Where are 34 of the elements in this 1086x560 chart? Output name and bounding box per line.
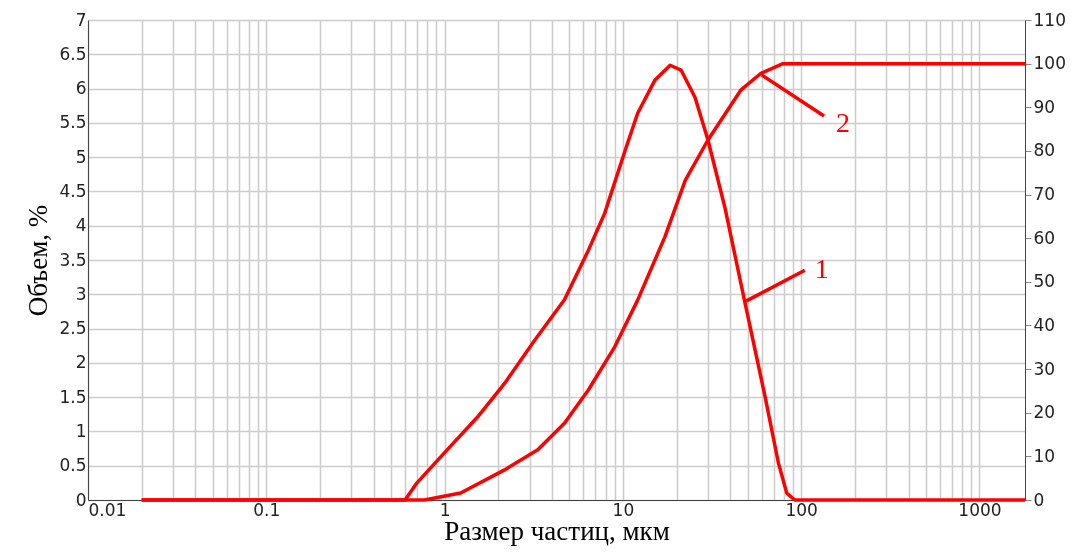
y2-tick-label: 20 bbox=[1033, 402, 1056, 423]
y2-tick-label: 0 bbox=[1033, 489, 1045, 510]
y2-tick-label: 10 bbox=[1033, 445, 1056, 466]
y2-tick-label: 60 bbox=[1033, 227, 1056, 248]
y-tick-label: 0 bbox=[75, 489, 87, 510]
y-axis-title: Объем, % bbox=[23, 204, 54, 317]
y2-tick-label: 110 bbox=[1033, 9, 1066, 30]
y-tick-label: 2 bbox=[75, 352, 87, 373]
y2-tick-label: 90 bbox=[1033, 96, 1056, 117]
x-tick-label: 0.1 bbox=[253, 499, 281, 520]
y-tick-label: 7 bbox=[75, 9, 87, 30]
y2-tick-label: 50 bbox=[1033, 271, 1056, 292]
y-tick-label: 3.5 bbox=[59, 249, 87, 270]
y2-tick-label: 30 bbox=[1033, 358, 1056, 379]
y2-tick-label: 40 bbox=[1033, 314, 1056, 335]
y-tick-label: 1 bbox=[75, 420, 87, 441]
y-tick-label: 4 bbox=[75, 215, 87, 236]
y-tick-label: 6.5 bbox=[59, 43, 87, 64]
y2-tick-label: 100 bbox=[1033, 53, 1066, 74]
y-tick-label: 3 bbox=[75, 283, 87, 304]
y-tick-label: 6 bbox=[75, 78, 87, 99]
annotation: 1 bbox=[814, 253, 829, 285]
y-tick-label: 5 bbox=[75, 146, 87, 167]
x-tick-label: 1000 bbox=[958, 499, 1002, 520]
annotation: 2 bbox=[836, 107, 851, 138]
y-tick-label: 0.5 bbox=[59, 455, 87, 476]
y2-tick-label: 70 bbox=[1033, 184, 1056, 205]
y-tick-label: 2.5 bbox=[59, 318, 87, 339]
x-tick-label: 100 bbox=[785, 499, 818, 520]
y2-tick-label: 80 bbox=[1033, 140, 1056, 161]
x-tick-label: 0.01 bbox=[88, 499, 127, 520]
y-tick-label: 4.5 bbox=[59, 180, 87, 201]
y-tick-label: 5.5 bbox=[59, 112, 87, 133]
y-tick-label: 1.5 bbox=[59, 386, 87, 407]
